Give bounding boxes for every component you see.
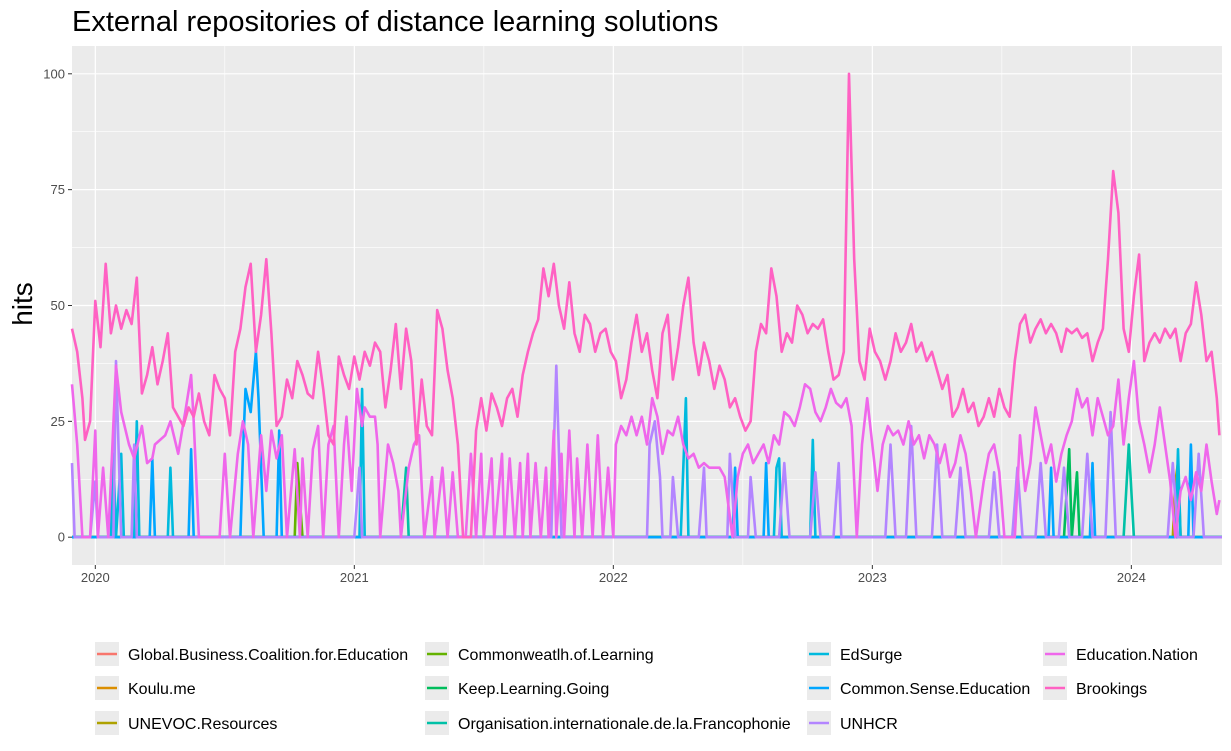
legend-item: Keep.Learning.Going — [425, 676, 609, 700]
y-axis-label: hits — [7, 282, 38, 326]
x-axis: 2020 2021 2022 2023 2024 — [81, 565, 1146, 585]
legend-label: Keep.Learning.Going — [458, 681, 609, 698]
x-tick-label: 2020 — [81, 570, 110, 585]
series-lines — [70, 72, 1222, 539]
y-tick-label: 50 — [51, 298, 65, 313]
x-tick-label: 2023 — [858, 570, 887, 585]
legend-item: UNHCR — [807, 711, 898, 735]
legend-label: Organisation.internationale.de.la.Franco… — [458, 716, 791, 733]
legend-label: EdSurge — [840, 647, 902, 664]
y-tick-label: 25 — [51, 414, 65, 429]
legend-item: EdSurge — [807, 642, 902, 666]
y-tick-label: 100 — [43, 66, 65, 81]
legend-label: UNHCR — [840, 716, 898, 733]
legend-item: Education.Nation — [1043, 642, 1198, 666]
legend-label: Koulu.me — [128, 681, 196, 698]
y-tick-label: 75 — [51, 182, 65, 197]
x-tick-label: 2022 — [599, 570, 628, 585]
legend-label: Global.Business.Coalition.for.Education — [128, 647, 408, 664]
series-line — [70, 359, 1221, 539]
legend-label: UNEVOC.Resources — [128, 716, 277, 733]
series-line — [70, 72, 1221, 539]
legend-label: Education.Nation — [1076, 647, 1198, 664]
x-tick-label: 2021 — [340, 570, 369, 585]
chart-title: External repositories of distance learni… — [72, 6, 718, 38]
legend-label: Commonweatlh.of.Learning — [458, 647, 654, 664]
y-tick-label: 0 — [58, 530, 65, 545]
legend-item: Koulu.me — [95, 676, 196, 700]
legend-item: UNEVOC.Resources — [95, 711, 277, 735]
legend-label: Brookings — [1076, 681, 1147, 698]
legend-item: Common.Sense.Education — [807, 676, 1030, 700]
legend-item: Commonweatlh.of.Learning — [425, 642, 654, 666]
y-axis: 0 25 50 75 100 — [43, 66, 72, 545]
series-line — [70, 359, 1222, 539]
legend-item: Global.Business.Coalition.for.Education — [95, 642, 408, 666]
legend-item: Brookings — [1043, 676, 1147, 700]
legend-label: Common.Sense.Education — [840, 681, 1030, 698]
legend-item: Organisation.internationale.de.la.Franco… — [425, 711, 791, 735]
x-tick-label: 2024 — [1117, 570, 1146, 585]
legend: Global.Business.Coalition.for.Education K… — [95, 642, 1198, 735]
